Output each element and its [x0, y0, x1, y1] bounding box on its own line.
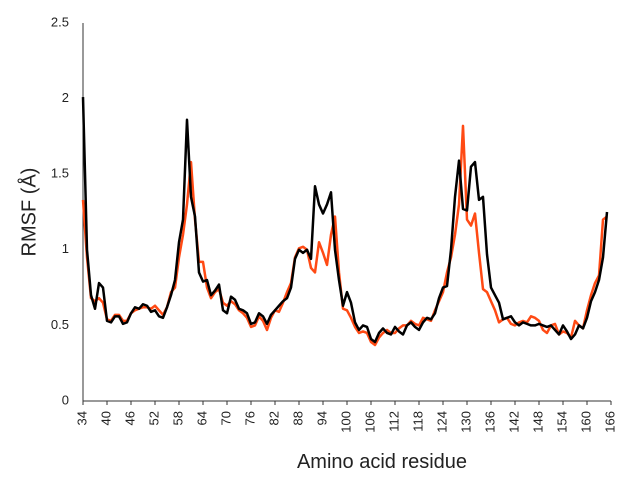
x-tick-label: 64 [194, 411, 209, 425]
series-line [81, 97, 609, 344]
x-tick-label: 46 [122, 411, 137, 425]
x-tick-label: 166 [602, 411, 617, 433]
y-axis-title: RMSF (Å) [17, 168, 40, 257]
x-tick-label: 154 [554, 411, 569, 433]
y-tick-label: 1.5 [51, 166, 69, 181]
x-tick-label: 118 [410, 411, 425, 432]
x-tick-label: 124 [434, 411, 449, 433]
y-tick-label: 0 [62, 392, 69, 407]
x-tick-label: 34 [74, 411, 89, 425]
x-tick-label: 148 [530, 411, 545, 433]
x-tick-label: 106 [362, 411, 377, 433]
x-tick-label: 52 [146, 411, 161, 425]
x-tick-label: 76 [242, 411, 257, 425]
x-tick-label: 112 [386, 411, 401, 432]
x-tick-label: 142 [506, 411, 521, 433]
x-tick-label: 82 [266, 411, 281, 425]
y-tick-label: 2.5 [51, 14, 69, 29]
x-tick-label: 40 [98, 411, 113, 425]
y-tick-label: 2 [62, 90, 69, 105]
y-tick-label: 0.5 [51, 317, 69, 332]
x-tick-label: 94 [314, 411, 329, 425]
y-tick-label: 1 [62, 241, 69, 256]
x-tick-label: 160 [578, 411, 593, 433]
x-tick-label: 88 [290, 411, 305, 425]
x-tick-label: 130 [458, 411, 473, 433]
x-tick-label: 58 [170, 411, 185, 425]
x-tick-label: 70 [218, 411, 233, 425]
x-axis-title: Amino acid residue [297, 451, 467, 473]
x-tick-label: 100 [338, 411, 353, 433]
x-tick-label: 136 [482, 411, 497, 433]
series-line [81, 124, 608, 347]
